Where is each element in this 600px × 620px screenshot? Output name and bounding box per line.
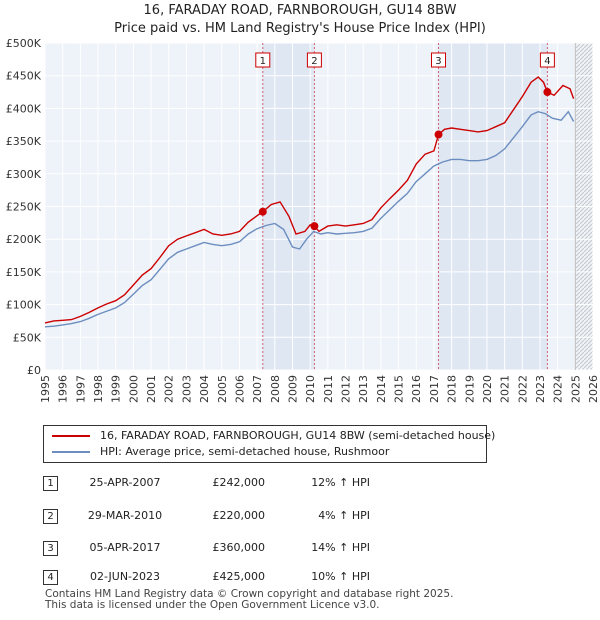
sale-date: 25-APR-2007	[89, 476, 161, 489]
sale-hpi-change: 12% ↑ HPI	[311, 476, 370, 489]
x-tick-label: 2005	[216, 375, 229, 403]
series-line-hpi	[44, 110, 575, 328]
x-tick-label: 2008	[269, 375, 282, 403]
x-tick-label: 1997	[74, 375, 87, 403]
x-tick-label: 2016	[410, 375, 423, 403]
x-tick-label: 1999	[110, 375, 123, 403]
table-row: 1 25-APR-2007 £242,000 12% ↑ HPI	[0, 473, 600, 495]
x-tick-label: 2022	[516, 375, 529, 403]
sale-label-box-2	[306, 52, 322, 68]
x-tick-label: 2026	[587, 375, 600, 403]
x-tick-label: 2007	[251, 375, 264, 403]
x-tick-label: 2018	[446, 375, 459, 403]
sale-number: 3	[43, 541, 58, 556]
x-tick-label: 2003	[180, 375, 193, 403]
legend-label-property: 16, FARADAY ROAD, FARNBOROUGH, GU14 8BW …	[100, 429, 496, 442]
x-tick-label: 2006	[233, 375, 246, 403]
sale-point-1	[258, 207, 267, 216]
y-tick-label: £300K	[6, 168, 42, 181]
sale-label-box-1	[255, 52, 271, 68]
x-tick-label: 2013	[357, 375, 370, 403]
footer-licence: This data is licensed under the Open Gov…	[45, 599, 380, 611]
x-tick-label: 2020	[481, 375, 494, 403]
legend: 16, FARADAY ROAD, FARNBOROUGH, GU14 8BW …	[43, 425, 495, 463]
x-tick-label: 2023	[534, 375, 547, 403]
y-tick-label: £50K	[13, 331, 42, 344]
legend-label-hpi: HPI: Average price, semi-detached house,…	[100, 445, 390, 458]
legend-swatch-property	[52, 435, 90, 437]
x-tick-label: 2021	[499, 375, 512, 403]
legend-swatch-hpi	[52, 451, 90, 453]
y-tick-label: £0	[27, 364, 41, 377]
sale-price: £220,000	[212, 509, 266, 522]
x-tick-label: 1996	[57, 375, 70, 403]
sale-date: 02-JUN-2023	[89, 570, 161, 583]
x-tick-label: 2000	[127, 375, 140, 403]
table-row: 2 29-MAR-2010 £220,000 4% ↑ HPI	[0, 506, 600, 528]
chart-title: 16, FARADAY ROAD, FARNBOROUGH, GU14 8BW	[143, 3, 457, 18]
x-tick-label: 2010	[304, 375, 317, 403]
x-tick-label: 1995	[39, 375, 52, 403]
x-tick-label: 2001	[145, 375, 158, 403]
sale-price: £242,000	[212, 476, 266, 489]
x-tick-label: 2024	[552, 375, 565, 403]
x-tick-label: 2014	[375, 375, 388, 403]
sale-point-3	[434, 130, 443, 139]
x-tick-label: 2019	[463, 375, 476, 403]
price-chart: £0 £50K £100K £150K £200K £250K £300K £350K £400…	[6, 37, 600, 403]
x-tick-label: 2017	[428, 375, 441, 403]
x-tick-label: 2009	[286, 375, 299, 403]
sale-date: 05-APR-2017	[89, 541, 161, 554]
y-tick-label: £350K	[6, 135, 42, 148]
sale-label-4: 4	[544, 56, 550, 67]
y-tick-label: £400K	[6, 102, 42, 115]
sale-hpi-change: 10% ↑ HPI	[311, 570, 370, 583]
y-tick-label: £250K	[6, 201, 42, 214]
sale-label-2: 2	[311, 56, 317, 67]
sale-label-1: 1	[260, 56, 266, 67]
sale-price: £425,000	[212, 570, 266, 583]
sale-point-2	[310, 222, 319, 231]
x-tick-label: 2011	[322, 375, 335, 403]
sale-hpi-change: 4% ↑ HPI	[318, 509, 370, 522]
y-tick-label: £500K	[6, 37, 42, 50]
sale-number: 4	[43, 570, 58, 585]
sale-number: 2	[43, 509, 58, 524]
x-tick-label: 2002	[163, 375, 176, 403]
y-tick-label: £200K	[6, 233, 42, 246]
x-tick-label: 2012	[340, 375, 353, 403]
y-tick-label: £450K	[6, 70, 42, 83]
sale-hpi-change: 14% ↑ HPI	[311, 541, 370, 554]
x-tick-label: 2015	[393, 375, 406, 403]
x-tick-label: 2025	[569, 375, 582, 403]
footer-copyright: Contains HM Land Registry data © Crown c…	[45, 588, 454, 600]
footer: Contains HM Land Registry data © Crown c…	[45, 589, 453, 611]
y-tick-label: £150K	[6, 266, 42, 279]
chart-subtitle: Price paid vs. HM Land Registry's House …	[114, 21, 486, 36]
sale-date: 29-MAR-2010	[87, 509, 163, 522]
sale-number: 1	[43, 476, 58, 491]
x-tick-label: 1998	[92, 375, 105, 403]
table-row: 3 05-APR-2017 £360,000 14% ↑ HPI	[0, 538, 600, 560]
sale-label-3: 3	[435, 56, 441, 67]
sale-label-box-4	[539, 52, 555, 68]
x-tick-label: 2004	[198, 375, 211, 403]
table-row: 4 02-JUN-2023 £425,000 10% ↑ HPI	[0, 567, 600, 589]
sale-label-box-3	[430, 52, 446, 68]
y-tick-label: £100K	[6, 299, 42, 312]
sale-point-4	[543, 88, 552, 97]
sale-price: £360,000	[212, 541, 266, 554]
